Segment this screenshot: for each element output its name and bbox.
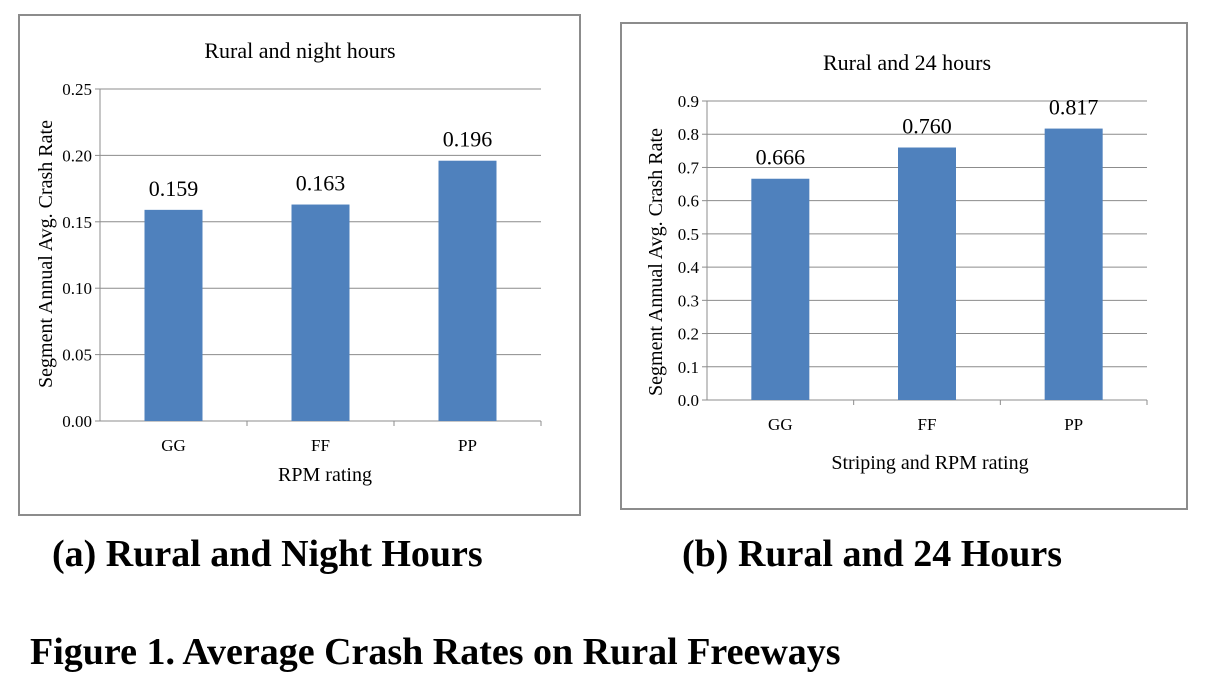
- bar: [898, 147, 956, 400]
- chart-b: Rural and 24 hours 0.0 0.1 0.2 0.3 0.4 0.5 0.6 0…: [645, 50, 1148, 474]
- y-tick-label: 0.7: [678, 158, 700, 177]
- y-tick-label: 0.20: [62, 146, 92, 165]
- bar: [291, 204, 350, 421]
- chart-title: Rural and night hours: [204, 38, 395, 63]
- data-label: 0.196: [443, 127, 493, 152]
- y-tick-label: 0.0: [678, 391, 699, 410]
- bar: [1044, 128, 1103, 400]
- category-label: FF: [918, 415, 937, 434]
- figure-title: Figure 1. Average Crash Rates on Rural F…: [30, 631, 841, 673]
- y-tick-label: 0.8: [678, 125, 699, 144]
- y-tick-label: 0.3: [678, 291, 699, 310]
- caption-b: (b) Rural and 24 Hours: [682, 533, 1063, 575]
- y-tick-label: 0.5: [678, 225, 699, 244]
- chart-panel-a: Rural and night hours 0.00 0.05 0.10 0.15 0.2…: [18, 14, 581, 516]
- data-label: 0.666: [756, 145, 806, 170]
- y-tick-label: 0.25: [62, 80, 92, 99]
- data-label: 0.163: [296, 171, 346, 196]
- data-label: 0.159: [149, 176, 199, 201]
- x-axis-label: RPM rating: [278, 464, 372, 486]
- bar: [438, 160, 497, 421]
- y-tick-label: 0.1: [678, 358, 699, 377]
- category-label: GG: [768, 415, 793, 434]
- data-label: 0.817: [1049, 95, 1099, 120]
- y-tick-label: 0.10: [62, 279, 92, 298]
- chart-a: Rural and night hours 0.00 0.05 0.10 0.15 0.2…: [35, 38, 542, 486]
- data-label: 0.760: [902, 114, 952, 139]
- y-axis-label: Segment Annual Avg. Crash Rate: [35, 120, 57, 388]
- chart-panel-b: Rural and 24 hours 0.0 0.1 0.2 0.3 0.4 0.5 0.6 0…: [620, 22, 1188, 510]
- caption-a: (a) Rural and Night Hours: [52, 533, 483, 575]
- y-tick-label: 0.6: [678, 192, 699, 211]
- category-label: FF: [311, 436, 330, 455]
- category-label: GG: [161, 436, 186, 455]
- y-tick-label: 0.9: [678, 92, 699, 111]
- y-tick-label: 0.15: [62, 213, 92, 232]
- bar: [144, 209, 203, 421]
- x-axis-label: Striping and RPM rating: [831, 452, 1028, 474]
- y-tick-label: 0.4: [678, 258, 700, 277]
- y-tick-label: 0.2: [678, 325, 699, 344]
- y-tick-label: 0.05: [62, 346, 92, 365]
- category-label: PP: [458, 436, 477, 455]
- category-label: PP: [1064, 415, 1083, 434]
- bar: [751, 178, 810, 400]
- chart-title: Rural and 24 hours: [823, 50, 991, 75]
- y-tick-label: 0.00: [62, 412, 92, 431]
- y-axis-label: Segment Annual Avg. Crash Rate: [645, 128, 667, 396]
